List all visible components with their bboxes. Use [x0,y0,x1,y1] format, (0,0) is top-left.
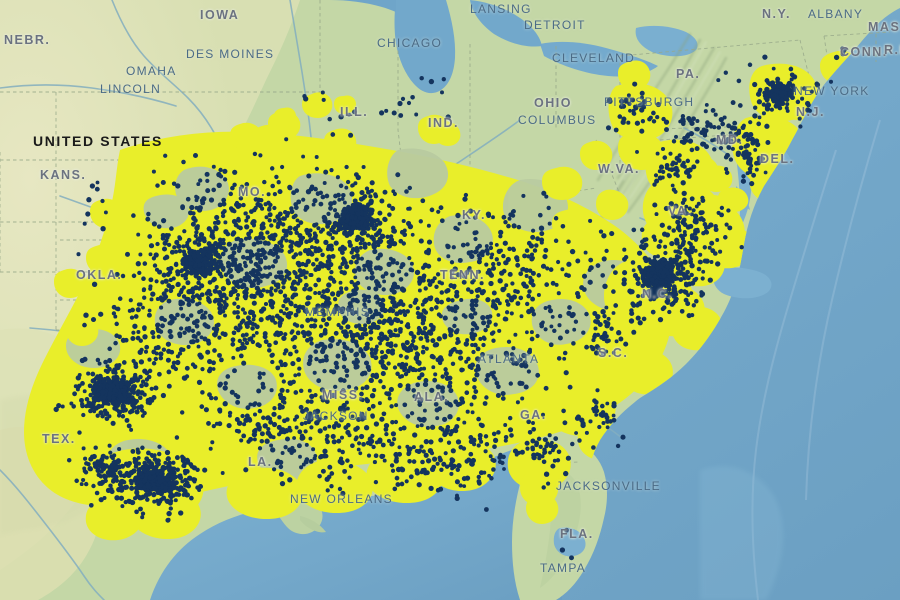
pamlico-sound [713,267,772,299]
lake-michigan [394,0,456,94]
lake-superior-edge [330,0,396,12]
lake-huron [470,0,542,47]
great-plains-pale [0,0,300,510]
